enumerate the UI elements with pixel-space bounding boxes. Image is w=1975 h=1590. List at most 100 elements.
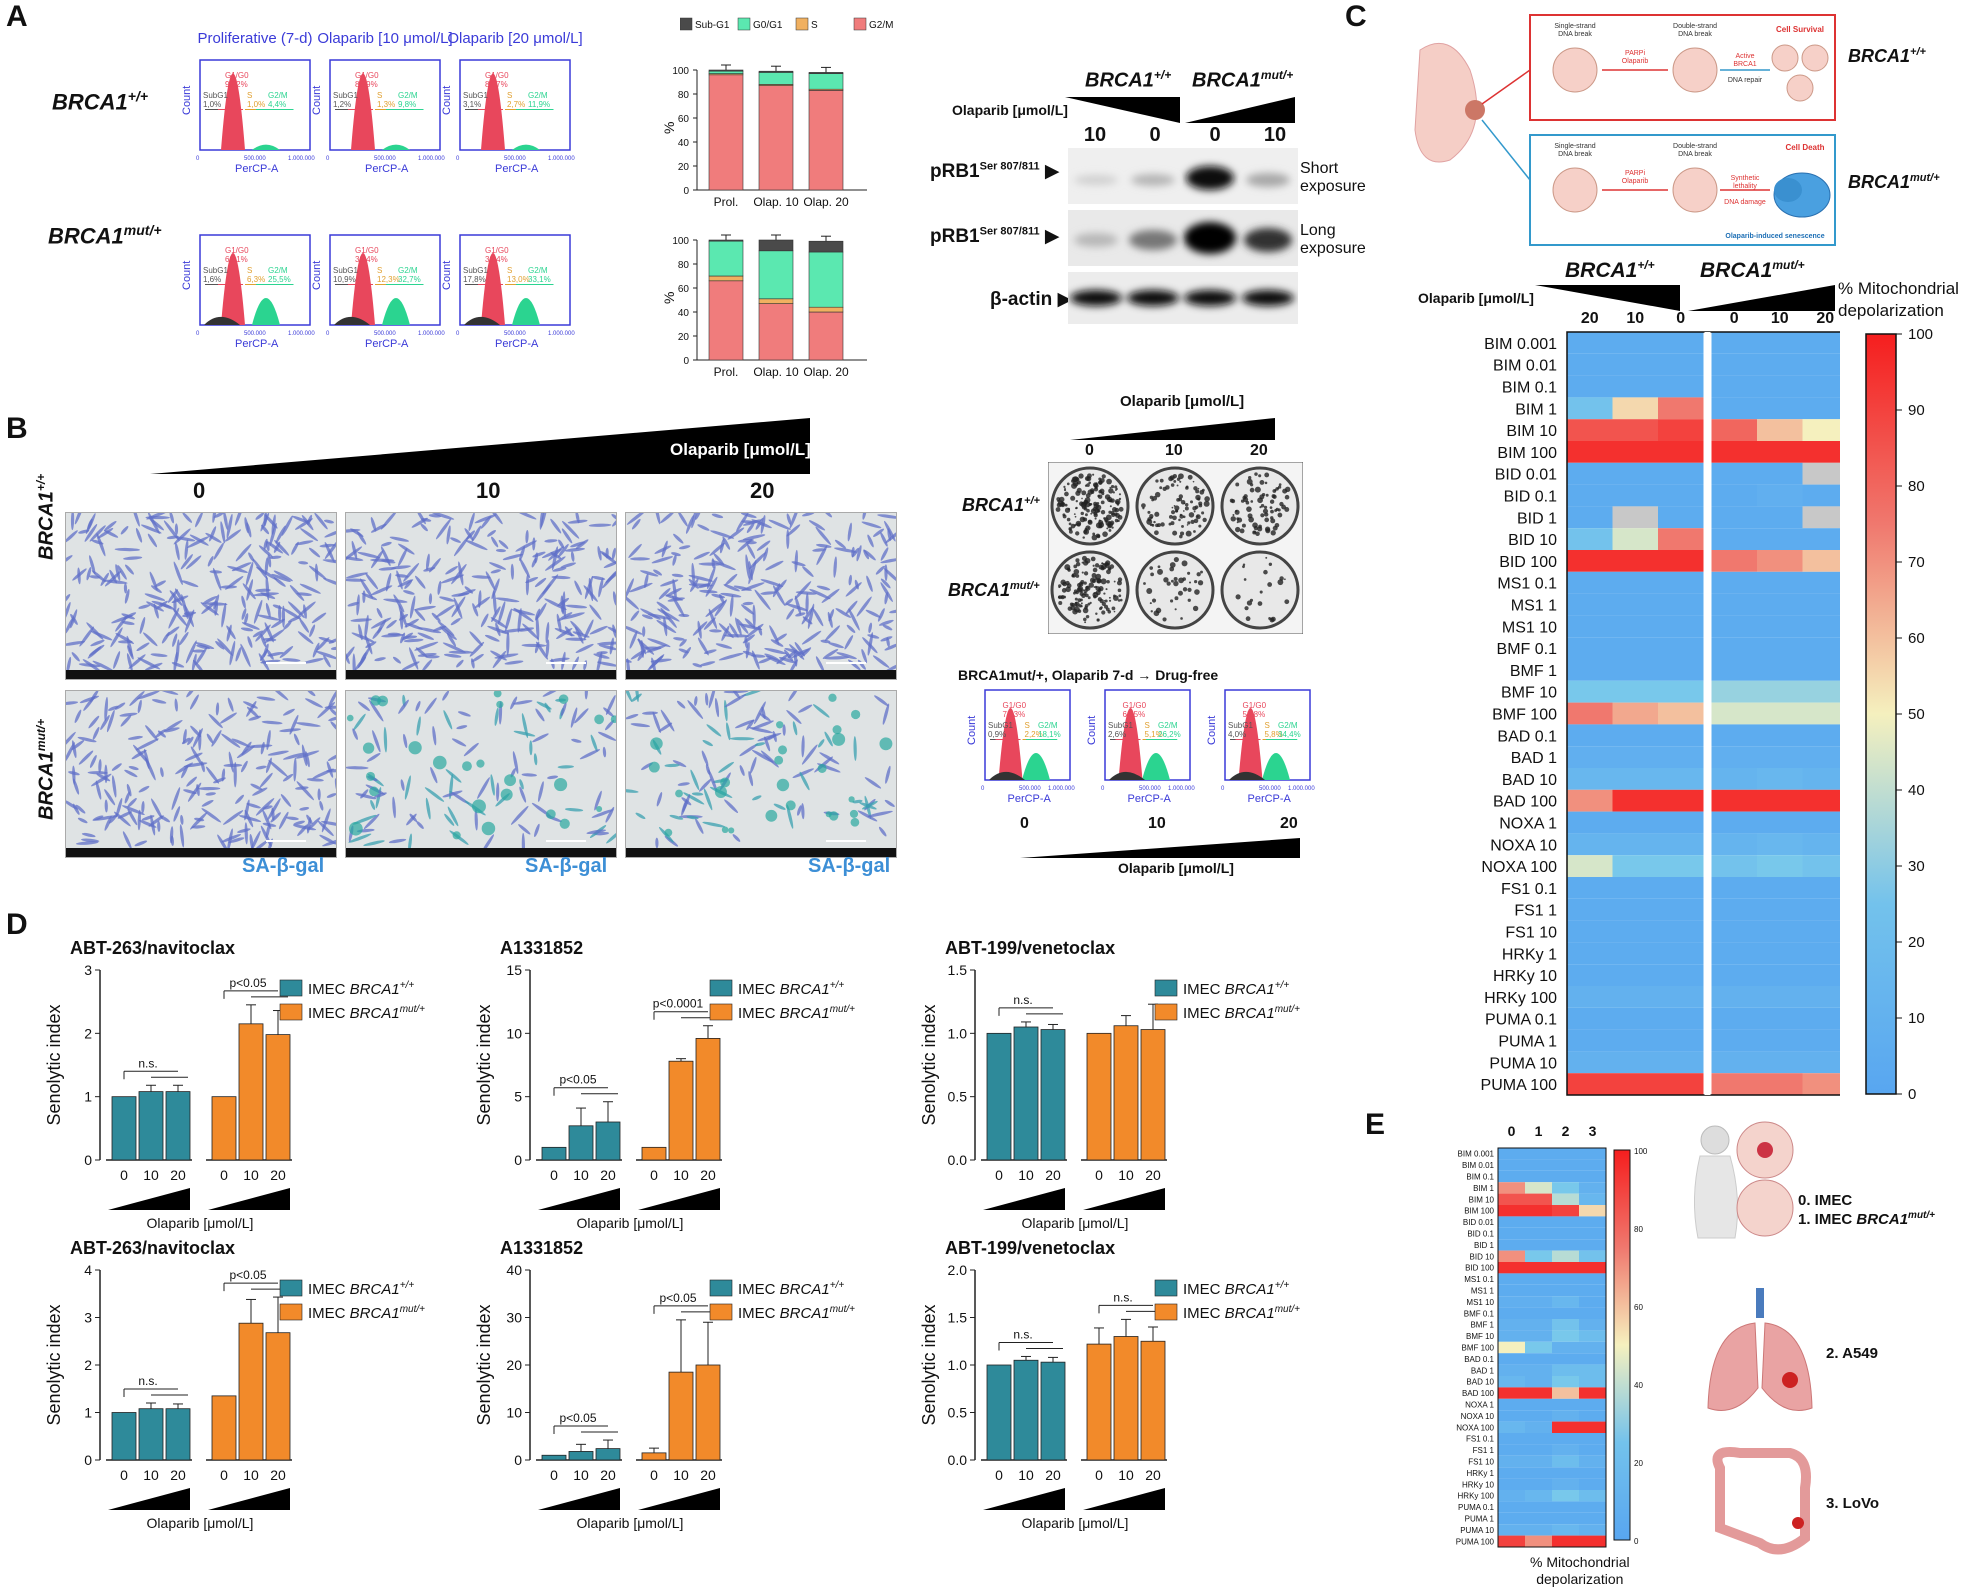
cell (400, 632, 406, 644)
y-axis-label: % (661, 122, 677, 134)
heatmap-row-label: PUMA 1 (1498, 1034, 1557, 1051)
cell (264, 622, 274, 643)
cell (707, 565, 716, 590)
cell (237, 828, 251, 833)
heatmap-row-label: BIM 10 (1506, 423, 1557, 440)
cell (672, 578, 677, 601)
cell (184, 752, 203, 762)
cell (87, 646, 102, 659)
e-row-label: MS1 1 (1471, 1287, 1495, 1296)
colony (1254, 486, 1261, 493)
cell (439, 596, 455, 602)
colony (1069, 528, 1072, 531)
cell (739, 765, 745, 777)
x-axis-label: Olaparib [μmol/L] (577, 1215, 684, 1231)
colony (1174, 505, 1180, 511)
heatmap-cell (1802, 746, 1840, 768)
cell (642, 626, 646, 637)
cell (380, 513, 398, 530)
e-heatmap-cell (1525, 1193, 1552, 1205)
cell (404, 618, 419, 628)
bar-segment (808, 90, 844, 191)
cell (878, 826, 887, 837)
heatmap-cell (1757, 1051, 1803, 1074)
colony (1252, 522, 1258, 529)
y-tick-label: 0 (683, 356, 689, 367)
c-dose-5: 20 (1816, 310, 1835, 327)
cell (490, 569, 502, 574)
x-axis-label: PerCP-A (1128, 793, 1172, 805)
heatmap-cell (1658, 789, 1704, 812)
cell (286, 816, 299, 821)
bar (986, 1032, 1012, 1161)
cell (240, 760, 248, 773)
colony (1114, 507, 1120, 513)
senescent-cell (476, 759, 485, 768)
y-axis-label: Senolytic index (919, 1004, 939, 1125)
e-heatmap-cell (1525, 1159, 1552, 1171)
cell (282, 752, 305, 760)
dose-label: 0 (220, 1167, 228, 1183)
cell (348, 833, 372, 843)
cell (228, 837, 245, 843)
heatmap-cell (1711, 462, 1757, 485)
e-heatmap-cell (1579, 1353, 1606, 1365)
e-heatmap-cell (1579, 1512, 1606, 1525)
colony (1067, 606, 1073, 611)
heatmap-cell (1658, 593, 1704, 616)
cell (366, 753, 381, 762)
s-label: S (507, 266, 512, 275)
wb-genotype-mut: BRCA1mut/+ (1192, 68, 1294, 92)
bar (211, 1096, 237, 1161)
e-column-label: 0 (1508, 1123, 1516, 1139)
cell (362, 590, 366, 604)
cell (363, 813, 380, 830)
senescent-cell (596, 806, 603, 813)
colony (1084, 589, 1088, 593)
heatmap-cell (1711, 1029, 1757, 1052)
e-heatmap-cell (1498, 1490, 1525, 1502)
cell (81, 838, 100, 843)
bar-segment (808, 311, 844, 361)
colony (1178, 473, 1184, 480)
heatmap-cell (1802, 1029, 1840, 1052)
colony (1084, 497, 1091, 503)
tick-mid: 500.000 (244, 156, 266, 162)
colony (1106, 527, 1109, 530)
senescent-cell (832, 732, 846, 746)
drugfree-olaparib-label: Olaparib [μmol/L] (1118, 860, 1234, 876)
cell (292, 515, 309, 523)
y-tick-label: 100 (672, 236, 689, 247)
s-label: 2,7% (507, 100, 525, 109)
colony (1196, 572, 1201, 577)
cell (557, 543, 569, 558)
cell (351, 632, 375, 643)
cell (95, 780, 102, 800)
colony (1110, 485, 1115, 489)
dose-label: 20 (170, 1167, 186, 1183)
cell (491, 578, 500, 600)
colony (1074, 515, 1077, 518)
cell (260, 741, 265, 755)
bar (568, 1451, 594, 1461)
cell (854, 579, 859, 590)
heatmap-cell (1612, 550, 1658, 572)
cell (605, 695, 616, 715)
colony (1157, 565, 1161, 569)
cell (715, 643, 733, 649)
cell (525, 574, 530, 596)
colony (1172, 515, 1177, 521)
heatmap-cell (1612, 506, 1658, 529)
g1-label: 81,7% (485, 80, 508, 89)
s-label: 6,3% (247, 275, 265, 284)
y-tick-label: 0.5 (948, 1405, 968, 1421)
legend-swatch (737, 17, 751, 31)
colony (1062, 513, 1066, 517)
heatmap-cell (1711, 659, 1757, 681)
wb-exposure-short: Short exposure (1300, 160, 1366, 195)
cell (579, 749, 601, 760)
cell (119, 712, 138, 717)
heatmap-cell (1711, 353, 1757, 376)
colony (1097, 494, 1103, 499)
